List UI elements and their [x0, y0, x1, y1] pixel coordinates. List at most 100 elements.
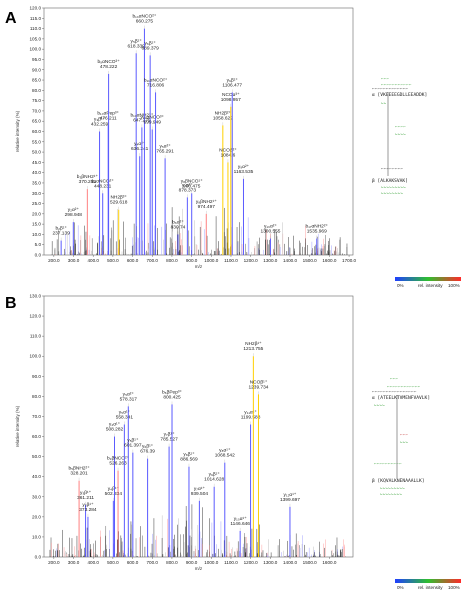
- x-tick-label: 500.0: [107, 560, 119, 565]
- peak-label-ion: y₈βNCO¹⁺: [181, 178, 203, 184]
- fragment-marker: ⌐: [409, 82, 412, 87]
- fragment-marker: ⌐: [411, 389, 414, 394]
- x-tick-label: 1500.0: [303, 560, 317, 565]
- peak-label-ion: b₁₃αNH2³⁺: [130, 112, 153, 118]
- peak-label-ion: y₇α¹⁺: [194, 486, 205, 492]
- fragment-marker: ⌐: [399, 461, 402, 466]
- peak-label-mz: 676.39: [140, 449, 155, 455]
- fragment-marker: ⌙: [388, 491, 391, 496]
- sequence-beta-a: β [ALKAKSVAK]: [372, 178, 408, 184]
- fragment-marker: ⌙: [387, 184, 390, 189]
- fragment-marker: ⌐: [387, 384, 390, 389]
- fragment-marker: ⌙: [383, 485, 386, 490]
- peak-label-mz: 974.497: [198, 204, 216, 210]
- fragment-marker: ⌐: [381, 82, 384, 87]
- fragment-marker: ⌙: [384, 100, 387, 105]
- peak-label-mz: 800.425: [163, 394, 181, 400]
- fragment-marker: ⌙: [400, 485, 403, 490]
- fragment-marker: ⌐: [403, 86, 406, 91]
- peak-label-ion: y₁₀αNCO³⁺: [140, 114, 164, 120]
- peak-label-ion: NH2β²⁺: [215, 110, 232, 116]
- x-tick-label: 1700.0: [342, 258, 356, 263]
- x-tick-label: 400.0: [87, 560, 99, 565]
- fragment-marker: ⌙: [386, 491, 389, 496]
- fragment-marker: ⌙: [394, 491, 397, 496]
- fragment-marker: ⌙: [381, 190, 384, 195]
- peak-label-ion: y₉β¹⁺: [209, 472, 221, 478]
- x-tick-label: 1300.0: [263, 560, 277, 565]
- peak-label-mz: 647.279: [133, 117, 151, 123]
- y-tick-label: 95.0: [32, 57, 41, 62]
- intensity-legend-b: 0% rel. intensity 100%: [395, 579, 461, 590]
- x-tick-label: 1000.0: [204, 560, 218, 565]
- peak-label-ion: y₆β¹⁺: [142, 444, 154, 450]
- y-tick-label: 90.0: [32, 67, 41, 72]
- fragment-marker: ⌐: [378, 389, 381, 394]
- x-tick-label: 300.0: [68, 560, 80, 565]
- fragment-marker: ⌐: [380, 461, 383, 466]
- fragment-marker: ⌐: [377, 461, 380, 466]
- peak-label-mz: 939.504: [191, 491, 209, 497]
- fragment-marker: ⌙: [403, 184, 406, 189]
- peak-label-ion: y₉α²⁺: [238, 164, 250, 170]
- fragment-marker: ⌐: [388, 461, 391, 466]
- fragment-marker: ⌐: [392, 389, 395, 394]
- sequence-map-a: α [VKEEEEGDLLEEADDK] β [ALKAKSVAK] ⌐ ⌐ ⌐⌐ ⌐…: [372, 76, 427, 195]
- peak-label-ion: y₃β¹⁺: [94, 117, 106, 123]
- y-axis-label: relative intensity (%): [15, 110, 20, 152]
- peak-label-ion: NCOβ¹⁺: [250, 379, 268, 385]
- fragment-marker: ⌙: [401, 190, 404, 195]
- peak-label-ion: b₆α²⁺: [172, 219, 184, 225]
- fragment-marker: ⌐: [408, 389, 411, 394]
- fragment-marker: ⌐: [395, 384, 398, 389]
- fragment-marker: ⌐: [384, 76, 387, 81]
- fragment-marker: ⌐: [400, 86, 403, 91]
- fragment-marker: ⌐: [380, 389, 383, 394]
- x-tick-label: 700.0: [146, 258, 158, 263]
- y-tick-label: 70.0: [32, 108, 41, 113]
- fragment-marker: ⌐: [401, 384, 404, 389]
- fragment-marker: ⌙: [386, 485, 389, 490]
- fragment-marker: ⌐: [397, 389, 400, 394]
- x-tick-label: 1100.0: [224, 258, 238, 263]
- peak-label-ion: y₅β¹⁺: [131, 38, 143, 44]
- peak-label-mz: 370.252: [79, 179, 97, 185]
- fragment-marker: ⌐: [386, 86, 389, 91]
- fragment-marker: ⌐: [375, 86, 378, 91]
- x-tick-label: 1400.0: [283, 258, 297, 263]
- x-tick-label: 1600.0: [322, 258, 336, 263]
- peak-label-ion: y₄β¹⁺: [108, 486, 120, 492]
- y-axis-label: relative intensity (%): [15, 405, 20, 447]
- peak-label-ion: y₄α²⁺: [134, 141, 146, 147]
- fragment-marker: ⌐: [396, 461, 399, 466]
- sequence-alpha-b: α [ATEELKTVMENFVAVLK]: [372, 395, 430, 401]
- peak-label-mz: 1213.755: [243, 346, 263, 352]
- legend-high: 100%: [448, 283, 460, 288]
- fragment-marker: ⌐: [396, 376, 399, 381]
- peak-label-ion: NCOα³⁺: [222, 92, 240, 98]
- peak-label-mz: 765.291: [156, 148, 174, 154]
- peak-label-mz: 830.74: [171, 224, 186, 230]
- peak-label-ion: b₁₇αNH2²⁺: [306, 224, 329, 230]
- peak-label-mz: 237.139: [52, 231, 70, 237]
- peak-label-mz: 558.341: [116, 414, 134, 420]
- intensity-legend-a: 0% rel. intensity 100%: [395, 277, 461, 288]
- fragment-marker: ⌐: [384, 166, 387, 171]
- fragment-marker: ⌐: [395, 124, 398, 129]
- peak-label-ion: y₅α¹⁺: [119, 409, 131, 415]
- y-tick-label: 50.0: [32, 454, 41, 459]
- peak-label-mz: 900.475: [183, 183, 201, 189]
- peak-label-ion: y₂α²⁺: [68, 207, 80, 213]
- peak-label-ion: y₇α²⁺: [182, 182, 193, 188]
- y-tick-label: 85.0: [32, 78, 41, 83]
- peak-label-mz: 1535.969: [307, 229, 327, 235]
- y-tick-label: 40.0: [32, 474, 41, 479]
- peak-label-mz: 298.948: [65, 212, 83, 218]
- y-tick-label: 80.0: [32, 88, 41, 93]
- peak-label-mz: 699.949: [144, 119, 162, 125]
- fragment-marker: ⌐: [398, 166, 401, 171]
- peak-label-ion: y₃β¹⁺: [80, 490, 92, 496]
- fragment-marker: ⌐: [384, 82, 387, 87]
- peak-label-mz: 618.339: [128, 43, 146, 49]
- panel-a: 0.0 5.0 10.0 15.0 20.0 25.0 30.0 35.0 40.0 45.0 50…: [15, 6, 357, 270]
